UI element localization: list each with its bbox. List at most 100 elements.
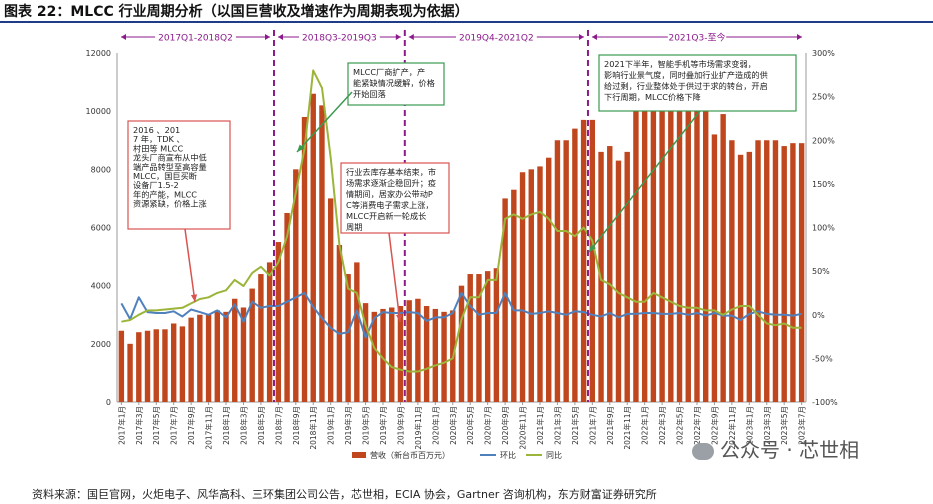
bar <box>694 105 700 402</box>
bar <box>458 285 465 402</box>
annotation-text: 村田等 MLCC <box>133 143 184 153</box>
bar <box>345 274 351 402</box>
x-tick-label: 2023年7月 <box>797 406 807 445</box>
x-tick-label: 2022年1月 <box>640 406 650 445</box>
bar <box>136 332 142 402</box>
bar <box>354 262 360 402</box>
bar <box>668 93 674 402</box>
x-tick-label: 2019年3月 <box>343 406 353 445</box>
period-label-bg <box>667 31 727 43</box>
x-tick-label: 2018年7月 <box>273 406 283 445</box>
x-tick-label: 2018年11月 <box>308 406 318 450</box>
bar <box>310 93 316 402</box>
x-tick-label: 2017年9月 <box>186 406 196 445</box>
annotation-box <box>127 120 231 230</box>
bar <box>389 307 395 402</box>
annotation-arrowhead <box>297 144 305 152</box>
x-tick-label: 2017年5月 <box>151 406 161 445</box>
bar <box>153 329 159 402</box>
bar <box>624 151 630 402</box>
y-tick-label: 2000 <box>91 340 111 349</box>
x-tick-label: 2022年9月 <box>709 406 719 445</box>
bar <box>162 329 168 402</box>
annotation-text: C等消费电子需求上涨， <box>346 200 434 210</box>
x-tick-label: 2018年1月 <box>221 406 231 445</box>
bar <box>232 298 238 402</box>
period-arrow-left <box>277 34 283 40</box>
y2-tick-label: 250% <box>812 93 835 102</box>
bar <box>319 105 325 402</box>
bar <box>327 198 334 402</box>
x-tick-label: 2021年5月 <box>570 406 580 445</box>
x-tick-label: 2021年9月 <box>605 406 615 445</box>
x-tick-label: 2020年1月 <box>430 406 440 445</box>
x-tick-label: 2021年11月 <box>622 406 632 450</box>
bar <box>266 262 273 402</box>
x-tick-label: 2019年9月 <box>395 406 405 445</box>
bar <box>746 151 753 402</box>
bar <box>293 169 299 402</box>
bar <box>659 96 665 402</box>
y2-tick-label: 0% <box>812 311 825 320</box>
x-tick-label: 2020年11月 <box>518 406 528 450</box>
annotation-text: 年的产能，MLCC <box>133 189 197 199</box>
annotation-text: 情期间，居家办公带动P <box>346 189 433 199</box>
period-label-bg <box>298 31 380 43</box>
annotation-text: 龙头厂商宣布从中低 <box>133 153 207 163</box>
bar <box>275 242 282 402</box>
y-tick-label: 12000 <box>86 49 111 58</box>
bar <box>711 134 718 402</box>
period-label: 2018Q3-2019Q3 <box>302 34 377 44</box>
bar <box>764 140 770 402</box>
period-label: 2017Q1-2018Q2 <box>158 34 233 44</box>
bar <box>580 119 587 403</box>
period-arrow-left <box>121 34 126 40</box>
period-label-bg <box>455 31 537 43</box>
annotation-text: 资源紧缺，价格上涨 <box>133 199 207 209</box>
x-tick-label: 2020年7月 <box>483 406 493 445</box>
x-tick-label: 2019年7月 <box>378 406 388 445</box>
annotation-text: 场需求逐渐企稳回升；疫 <box>346 178 436 188</box>
bar <box>572 128 578 402</box>
annotation-text: 2016 、201 <box>133 125 180 135</box>
annotation-arrow <box>184 228 196 303</box>
period-arrow-right <box>797 34 802 40</box>
x-tick-label: 2018年5月 <box>256 406 266 445</box>
annotation-text: 设备厂1.5-2 <box>133 180 179 190</box>
bar <box>258 274 264 402</box>
annotation-arrow <box>296 91 353 153</box>
annotation-text: 开始回落 <box>353 89 386 99</box>
bar <box>502 198 508 402</box>
chart-title: 图表 22：MLCC 行业周期分析（以国巨营收及增速作为周期表现为依据） <box>4 4 469 20</box>
bar <box>205 314 212 402</box>
bar <box>685 105 691 402</box>
bar <box>790 143 796 402</box>
y2-tick-label: -100% <box>812 398 838 407</box>
annotation-text: 行业去库存基本结束，市 <box>346 167 436 177</box>
x-tick-label: 2019年5月 <box>361 406 371 445</box>
annotation-text: 下行周期，MLCC价格下降 <box>604 92 701 102</box>
legend-label-bar: 营收（新台币百万元） <box>370 450 450 460</box>
bar <box>284 212 290 402</box>
x-tick-label: 2023年5月 <box>779 406 789 445</box>
y-tick-label: 0 <box>106 398 111 407</box>
watermark-text: 公众号 · 芯世相 <box>720 438 860 462</box>
annotation-arrow <box>588 110 701 253</box>
source-note: 资料来源：国巨官网，火炬电子、风华高科、三环集团公司公告，芯世相，ECIA 协会… <box>32 488 657 501</box>
y-tick-label: 4000 <box>91 282 111 291</box>
x-tick-label: 2020年5月 <box>465 406 475 445</box>
bar <box>519 172 526 402</box>
legend-swatch-bar <box>352 452 366 458</box>
period-label-bg <box>155 31 236 43</box>
watermark: 公众号 · 芯世相 <box>692 434 859 463</box>
title-bar: 图表 22：MLCC 行业周期分析（以国巨营收及增速作为周期表现为依据） <box>0 0 933 23</box>
bar <box>397 306 404 402</box>
bar <box>118 330 125 402</box>
period-arrow-right <box>578 34 584 40</box>
x-tick-label: 2022年3月 <box>657 406 667 445</box>
x-tick-label: 2019年1月 <box>326 406 336 445</box>
bar <box>301 116 308 402</box>
x-tick-label: 2020年3月 <box>448 406 458 445</box>
annotation-arrow <box>388 232 401 323</box>
bar <box>615 160 622 402</box>
